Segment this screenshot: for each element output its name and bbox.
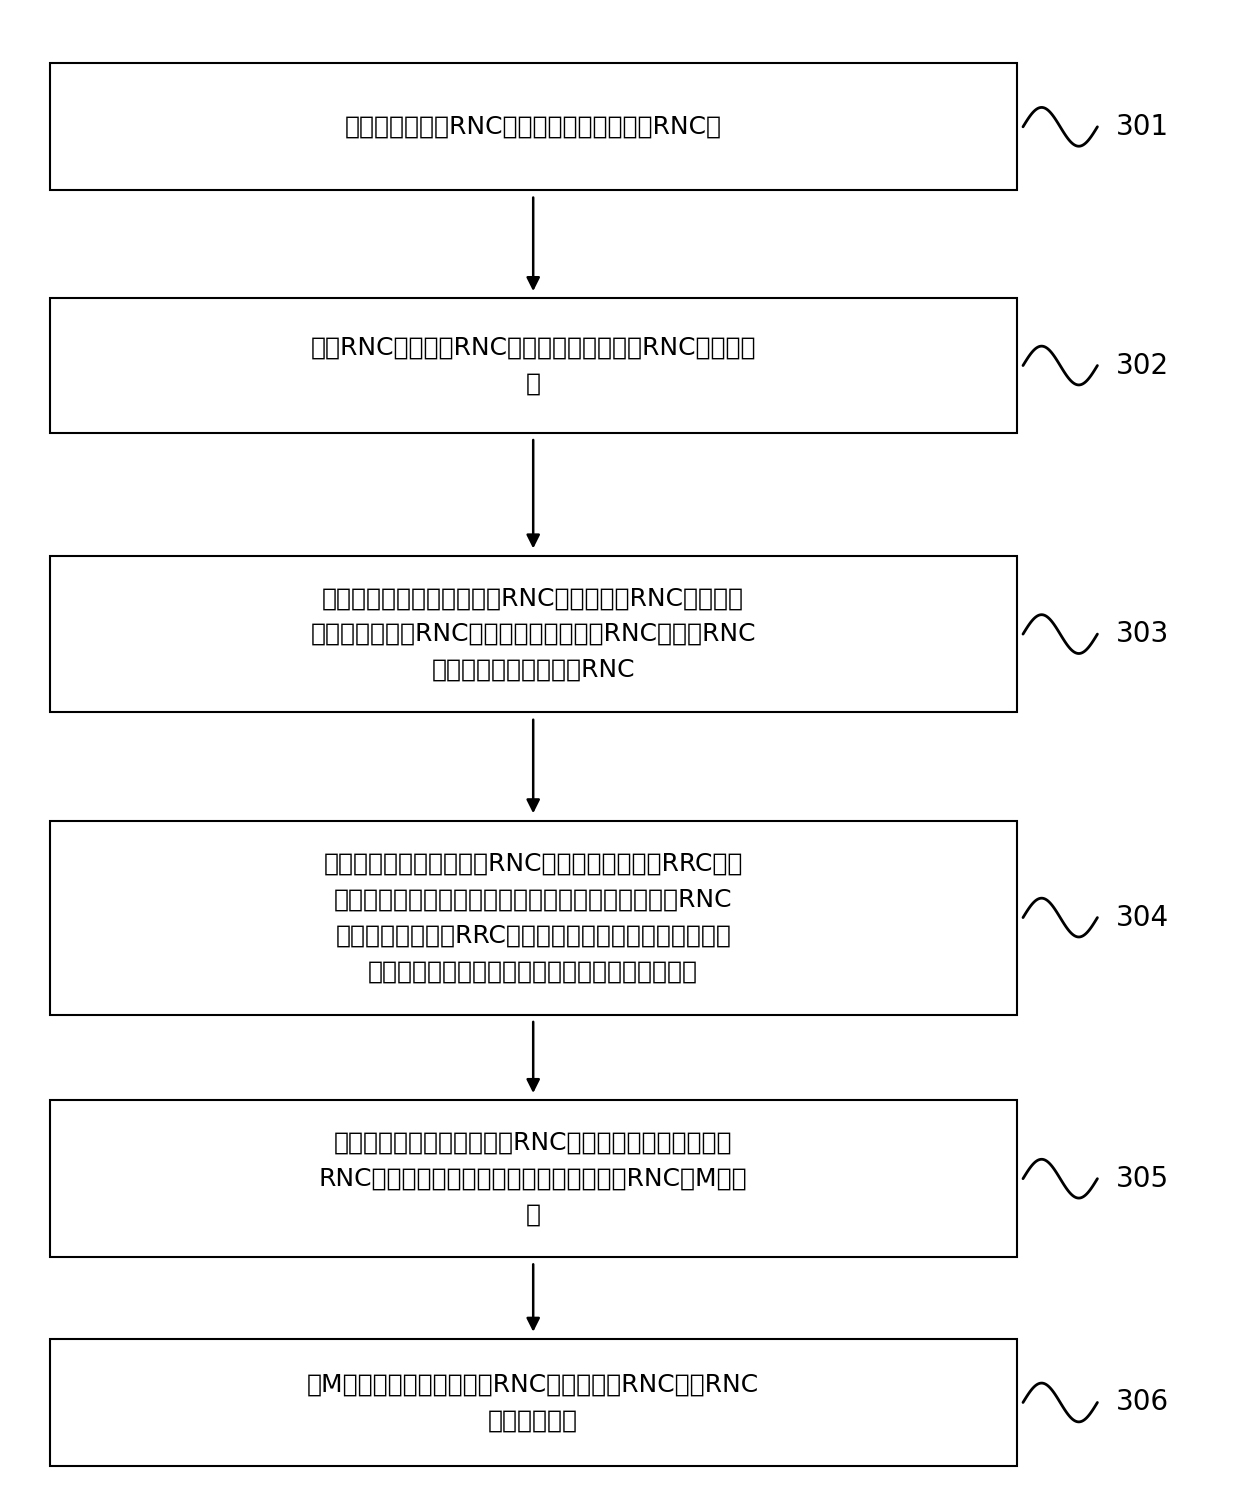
- Bar: [50, 1101, 1017, 1256]
- Text: 的边权值确定负荷调入RNC: 的边权值确定负荷调入RNC: [432, 658, 635, 682]
- Text: 304: 304: [1116, 904, 1169, 931]
- Text: 的关于信令负荷与RRC连接建立请求次数的线性关系模型: 的关于信令负荷与RRC连接建立请求次数的线性关系模型: [335, 924, 732, 947]
- Text: 306: 306: [1116, 1389, 1169, 1416]
- Text: 根据负荷调出量和负荷调出RNC下挂的每个基站所引起的: 根据负荷调出量和负荷调出RNC下挂的每个基站所引起的: [334, 1131, 733, 1155]
- Text: 根据某一区域内预先构建的RNC簇中的每个RNC的信令负: 根据某一区域内预先构建的RNC簇中的每个RNC的信令负: [322, 586, 744, 610]
- Text: 间的负荷均衡: 间的负荷均衡: [489, 1408, 578, 1432]
- Text: 301: 301: [1116, 113, 1169, 140]
- Text: 根据预先构建的负荷调出RNC的关于信令负荷与RRC连接: 根据预先构建的负荷调出RNC的关于信令负荷与RRC连接: [324, 852, 743, 876]
- Bar: [50, 1340, 1017, 1465]
- Text: 305: 305: [1116, 1165, 1169, 1192]
- Text: 建立请求次数的线性关系模型、预先构建的负荷调入RNC: 建立请求次数的线性关系模型、预先构建的负荷调入RNC: [334, 888, 733, 912]
- Text: 对某一区域内的RNC进行分类，并构建多个RNC簇: 对某一区域内的RNC进行分类，并构建多个RNC簇: [345, 115, 722, 139]
- Text: 计算满足负荷均衡原则的负荷调出量及负荷调入量: 计算满足负荷均衡原则的负荷调出量及负荷调入量: [368, 959, 698, 983]
- Text: RNC的信令负荷大小，确定需移入负荷调入RNC的M个基: RNC的信令负荷大小，确定需移入负荷调入RNC的M个基: [319, 1167, 748, 1191]
- Text: 荷确定负荷调出RNC，并根据与负荷调出RNC相连的RNC: 荷确定负荷调出RNC，并根据与负荷调出RNC相连的RNC: [310, 622, 756, 646]
- Text: 302: 302: [1116, 352, 1169, 379]
- Bar: [50, 63, 1017, 189]
- Text: 303: 303: [1116, 621, 1169, 648]
- Bar: [50, 821, 1017, 1015]
- Text: 荷: 荷: [526, 372, 541, 395]
- Text: 将M个基站移入到负荷调入RNC中，以实现RNC簇中RNC: 将M个基站移入到负荷调入RNC中，以实现RNC簇中RNC: [308, 1373, 759, 1397]
- Bar: [50, 557, 1017, 713]
- Bar: [50, 298, 1017, 433]
- Text: 站: 站: [526, 1203, 541, 1226]
- Text: 计算RNC簇中每个RNC下挂的基站所引起的RNC的信令负: 计算RNC簇中每个RNC下挂的基站所引起的RNC的信令负: [310, 336, 756, 360]
